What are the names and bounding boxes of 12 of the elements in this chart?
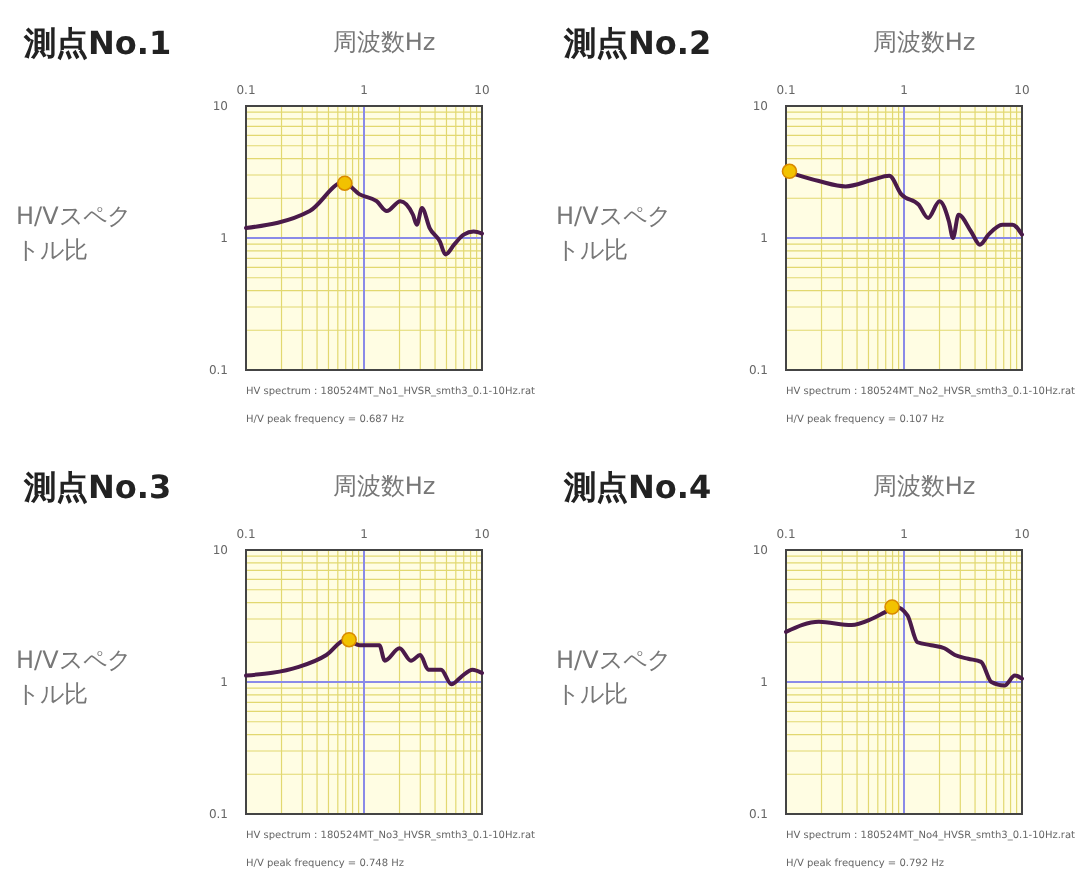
chart-title: 測点No.3	[22, 468, 172, 506]
x-axis-title: 周波数Hz	[332, 28, 436, 56]
y-axis-title: H/Vスペクトル比	[16, 202, 131, 264]
y-axis-title: H/Vスペクトル比	[16, 646, 131, 708]
chart-title: 測点No.1	[22, 24, 172, 62]
chart-title: 測点No.4	[562, 468, 712, 506]
x-axis-title: 周波数Hz	[872, 472, 976, 500]
x-axis-title: 周波数Hz	[332, 472, 436, 500]
y-axis-title: H/Vスペクトル比	[556, 202, 671, 264]
chart-title: 測点No.2	[562, 24, 712, 62]
x-axis-title: 周波数Hz	[872, 28, 976, 56]
y-axis-title: H/Vスペクトル比	[556, 646, 671, 708]
